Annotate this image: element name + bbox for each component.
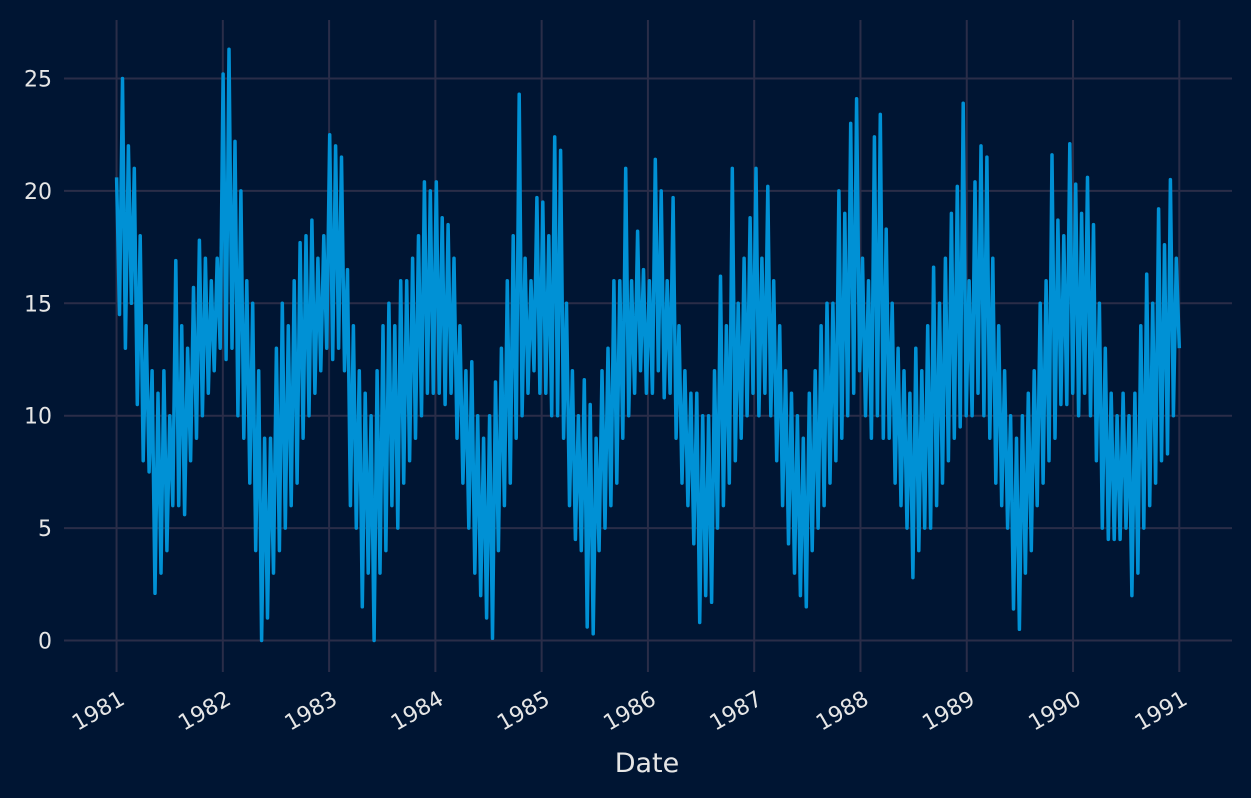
temperature-series-line [114, 47, 1182, 643]
y-tick-label: 10 [24, 405, 52, 430]
y-tick-label: 15 [24, 292, 52, 317]
y-tick-label: 25 [24, 67, 52, 92]
series [114, 47, 1182, 643]
y-tick-label: 5 [38, 517, 52, 542]
y-tick-label: 20 [24, 180, 52, 205]
y-axis: 0 5 10 15 20 25 [24, 67, 52, 654]
y-tick-label: 0 [38, 630, 52, 655]
x-axis-label: Date [615, 748, 680, 779]
